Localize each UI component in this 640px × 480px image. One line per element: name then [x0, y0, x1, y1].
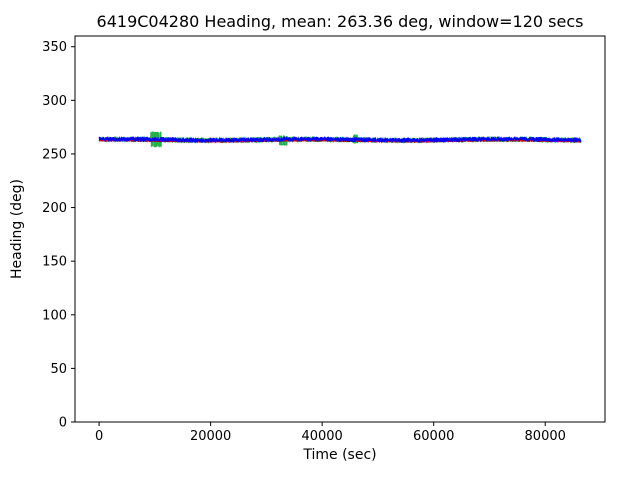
- chart-title: 6419C04280 Heading, mean: 263.36 deg, wi…: [96, 12, 584, 31]
- x-tick-label: 20000: [190, 429, 231, 444]
- y-tick-label: 50: [50, 362, 67, 377]
- x-tick-label: 40000: [301, 429, 342, 444]
- x-tick-label: 0: [95, 429, 103, 444]
- axes-frame: [74, 35, 606, 423]
- y-tick-label: 350: [42, 40, 67, 55]
- y-axis-ticks: 0 50 100 150 200 250 300 350: [42, 40, 75, 431]
- y-tick-label: 150: [42, 255, 67, 270]
- x-axis-label: Time (sec): [303, 447, 377, 463]
- y-tick-label: 100: [42, 308, 67, 323]
- y-tick-label: 0: [59, 416, 67, 431]
- x-tick-label: 80000: [525, 429, 566, 444]
- y-tick-label: 250: [42, 147, 67, 162]
- x-axis-ticks: 0 20000 40000 60000 80000: [95, 422, 566, 444]
- x-tick-label: 60000: [413, 429, 454, 444]
- y-axis-label: Heading (deg): [9, 178, 25, 280]
- y-tick-label: 300: [42, 94, 67, 109]
- series-heading-raw-blue: [98, 136, 582, 143]
- y-tick-label: 200: [42, 201, 67, 216]
